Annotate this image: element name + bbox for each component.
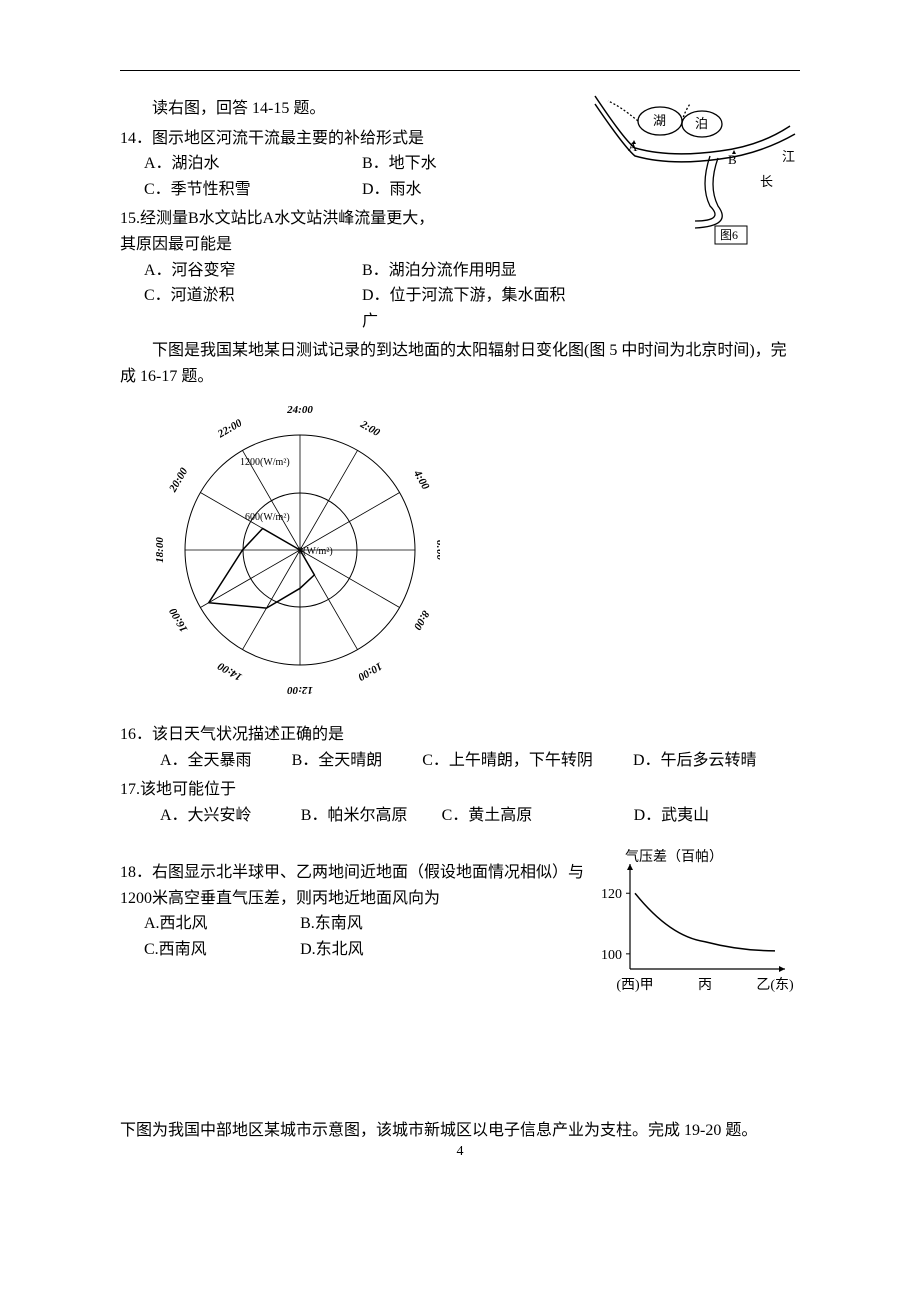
- svg-text:8:00: 8:00: [411, 608, 432, 632]
- svg-text:4:00: 4:00: [411, 467, 432, 492]
- svg-text:22:00: 22:00: [215, 416, 245, 440]
- q16-option-c: C．上午晴朗，下午转阴: [422, 748, 593, 774]
- radial-svg: 0(W/m²)600(W/m²)1200(W/m²)24:002:004:006…: [140, 400, 440, 700]
- svg-text:6:00: 6:00: [434, 539, 440, 560]
- svg-text:120: 120: [601, 887, 622, 902]
- q15-option-a: A．河谷变窄: [144, 258, 362, 284]
- svg-text:100: 100: [601, 948, 622, 963]
- intro-16-17: 下图是我国某地某日测试记录的到达地面的太阳辐射日变化图(图 5 中时间为北京时间…: [120, 338, 800, 389]
- map-svg: 湖 泊 A B 江 长 图6: [590, 86, 800, 251]
- q15-option-b: B．湖泊分流作用明显: [362, 258, 580, 284]
- q16-option-b: B．全天晴朗: [292, 748, 383, 774]
- q17-option-a: A．大兴安岭: [160, 803, 301, 829]
- svg-text:10:00: 10:00: [355, 659, 384, 682]
- q15-option-c: C．河道淤积: [144, 283, 362, 334]
- svg-text:600(W/m²): 600(W/m²): [245, 512, 290, 523]
- page-number: 4: [457, 1141, 464, 1163]
- q17-option-d: D．武夷山: [634, 803, 775, 829]
- q14-option-c: C．季节性积雪: [144, 177, 362, 203]
- map-figure: 湖 泊 A B 江 长 图6: [590, 86, 800, 260]
- river-label-1: 江: [782, 149, 795, 164]
- radial-chart: 0(W/m²)600(W/m²)1200(W/m²)24:002:004:006…: [140, 400, 440, 709]
- svg-text:丙: 丙: [698, 978, 712, 993]
- svg-text:14:00: 14:00: [215, 659, 244, 682]
- q15-option-d: D．位于河流下游，集水面积广: [362, 283, 580, 334]
- q16-option-a: A．全天暴雨: [160, 748, 252, 774]
- svg-text:16:00: 16:00: [167, 605, 190, 634]
- river-label-2: 长: [760, 174, 773, 189]
- lake-label-2: 泊: [695, 116, 708, 131]
- q17-option-b: B．帕米尔高原: [301, 803, 442, 829]
- svg-text:(西)甲: (西)甲: [616, 978, 653, 993]
- svg-text:24:00: 24:00: [286, 404, 313, 416]
- q18-option-a: A.西北风: [144, 911, 300, 937]
- q14-option-b: B．地下水: [362, 151, 580, 177]
- q14-option-a: A．湖泊水: [144, 151, 362, 177]
- horizontal-rule: [120, 70, 800, 71]
- q16-option-d: D．午后多云转晴: [633, 748, 757, 774]
- q18-option-c: C.西南风: [144, 937, 300, 963]
- intro-19-20: 下图为我国中部地区某城市示意图，该城市新城区以电子信息产业为支柱。完成 19-2…: [120, 1118, 800, 1144]
- point-a-label: A: [628, 139, 638, 154]
- q16-stem: 16．该日天气状况描述正确的是: [120, 722, 800, 748]
- pressure-svg: 气压差（百帕） 100 120 (西)甲 丙 乙(东): [590, 849, 800, 999]
- svg-text:20:00: 20:00: [167, 465, 191, 495]
- svg-text:气压差（百帕）: 气压差（百帕）: [625, 849, 723, 865]
- point-b-label: B: [728, 152, 737, 167]
- q18-option-d: D.东北风: [300, 937, 456, 963]
- q17-option-c: C．黄土高原: [442, 803, 634, 829]
- q18-option-b: B.东南风: [300, 911, 456, 937]
- svg-text:18:00: 18:00: [154, 536, 166, 562]
- q17-stem: 17.该地可能位于: [120, 777, 800, 803]
- lake-label-1: 湖: [653, 113, 666, 128]
- pressure-chart: 气压差（百帕） 100 120 (西)甲 丙 乙(东): [590, 849, 800, 1008]
- map-caption: 图6: [720, 228, 738, 242]
- q14-option-d: D．雨水: [362, 177, 580, 203]
- svg-text:12:00: 12:00: [287, 684, 313, 696]
- svg-text:乙(东): 乙(东): [756, 977, 794, 993]
- svg-text:2:00: 2:00: [357, 418, 382, 439]
